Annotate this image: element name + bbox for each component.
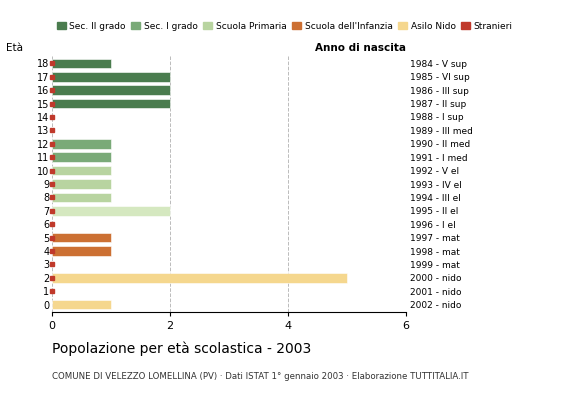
Bar (52, 166, 111, 176)
Bar (52, 179, 111, 189)
Bar (52, 246, 111, 256)
Bar (52, 99, 170, 108)
Bar (52, 58, 111, 68)
Bar (52, 300, 111, 310)
Bar (52, 233, 111, 242)
Bar (52, 85, 170, 95)
Legend: Sec. II grado, Sec. I grado, Scuola Primaria, Scuola dell'Infanzia, Asilo Nido, : Sec. II grado, Sec. I grado, Scuola Prim… (57, 22, 513, 31)
Text: Popolazione per età scolastica - 2003: Popolazione per età scolastica - 2003 (52, 342, 311, 356)
Bar (52, 72, 170, 82)
Text: Età: Età (6, 44, 23, 54)
Bar (52, 192, 111, 202)
Bar (52, 273, 347, 283)
Bar (52, 206, 170, 216)
Bar (52, 139, 111, 149)
Text: Anno di nascita: Anno di nascita (315, 44, 406, 54)
Text: COMUNE DI VELEZZO LOMELLINA (PV) · Dati ISTAT 1° gennaio 2003 · Elaborazione TUT: COMUNE DI VELEZZO LOMELLINA (PV) · Dati … (52, 372, 469, 381)
Bar (52, 152, 111, 162)
